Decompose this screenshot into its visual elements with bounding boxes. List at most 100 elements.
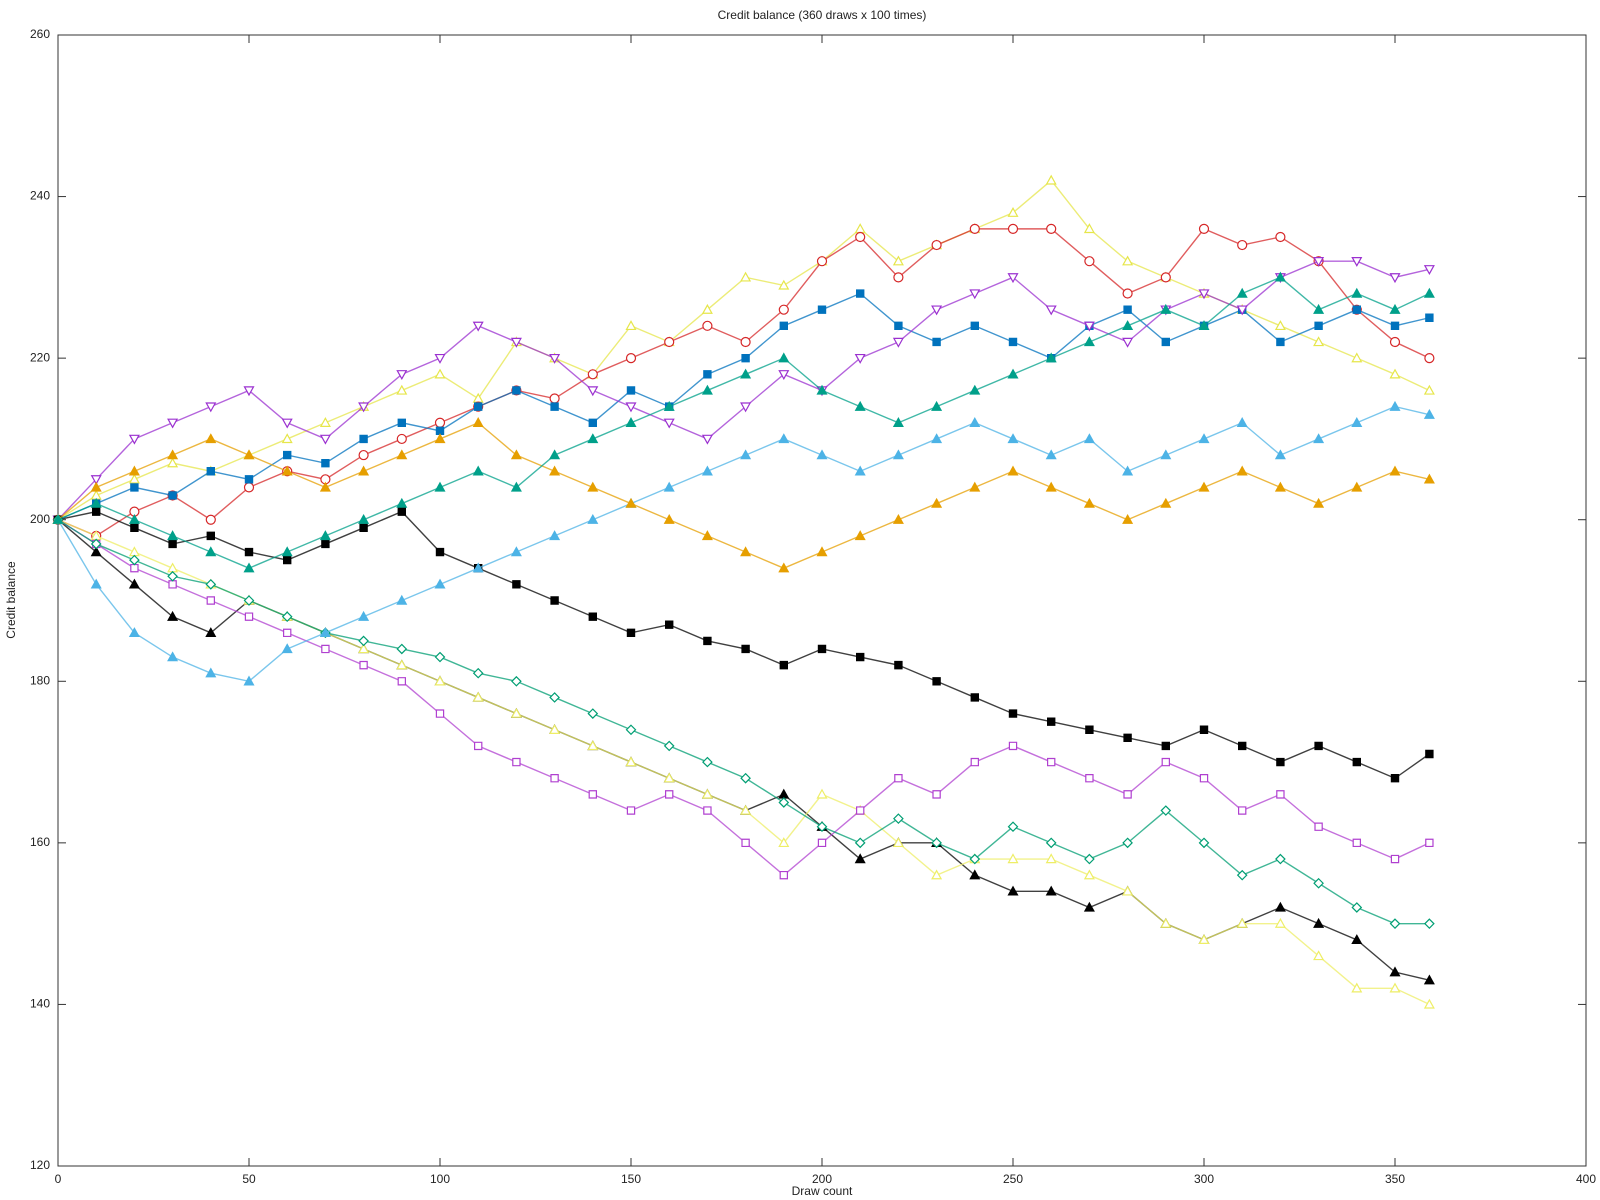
marker (665, 790, 674, 799)
marker (892, 513, 904, 524)
marker (205, 546, 217, 557)
marker (779, 660, 788, 670)
marker (701, 530, 713, 541)
x-tick-label: 300 (1194, 1172, 1214, 1186)
marker (703, 806, 712, 815)
marker (970, 321, 979, 331)
marker (740, 546, 752, 557)
marker (1423, 473, 1435, 484)
marker (1390, 321, 1400, 331)
marker (817, 644, 827, 654)
marker (205, 402, 217, 413)
marker (130, 563, 139, 573)
marker (90, 538, 102, 550)
marker (510, 481, 522, 492)
marker (396, 449, 408, 460)
marker (128, 465, 140, 476)
marker (778, 562, 790, 573)
marker (587, 708, 599, 719)
marker (472, 321, 484, 332)
marker (625, 353, 637, 364)
marker (1045, 885, 1057, 896)
marker (1007, 465, 1019, 476)
marker (1425, 749, 1434, 759)
marker (1423, 974, 1435, 985)
marker (1161, 757, 1170, 767)
marker (243, 595, 255, 606)
marker (1160, 303, 1172, 314)
marker (1123, 305, 1132, 314)
marker (434, 651, 446, 663)
marker (665, 620, 674, 629)
marker (1236, 305, 1248, 316)
marker (1352, 757, 1361, 767)
marker (1389, 368, 1401, 379)
marker (512, 386, 521, 395)
marker (358, 513, 370, 524)
marker (281, 643, 293, 654)
marker (205, 627, 217, 638)
marker (90, 578, 102, 589)
marker (625, 756, 637, 767)
marker (1238, 806, 1247, 815)
marker (359, 523, 368, 532)
marker (969, 869, 981, 880)
marker (281, 418, 293, 429)
marker (778, 279, 790, 290)
marker (625, 497, 637, 508)
marker (205, 578, 217, 590)
marker (1198, 934, 1210, 944)
y-tick-label: 240 (30, 189, 50, 203)
marker (129, 554, 140, 566)
marker (434, 353, 446, 364)
marker (1236, 917, 1248, 928)
marker (472, 562, 484, 573)
x-tick-label: 0 (55, 1172, 62, 1186)
marker (1084, 256, 1095, 267)
marker (206, 596, 215, 605)
marker (1160, 449, 1172, 460)
marker (549, 465, 561, 476)
marker (892, 255, 904, 266)
marker (1045, 853, 1057, 864)
marker (549, 724, 561, 734)
marker (932, 790, 941, 799)
marker (854, 530, 866, 541)
marker (244, 547, 254, 557)
marker (396, 370, 408, 381)
marker (359, 660, 368, 670)
marker (1237, 239, 1248, 251)
marker (1313, 336, 1325, 347)
y-tick-label: 260 (30, 27, 50, 41)
marker (1122, 320, 1134, 331)
marker (1007, 821, 1019, 833)
marker (1198, 223, 1210, 234)
marker (701, 465, 713, 476)
marker (434, 433, 446, 444)
marker (205, 433, 217, 444)
marker (549, 393, 560, 404)
marker (626, 628, 636, 638)
marker (701, 434, 713, 445)
marker (281, 433, 293, 444)
marker (587, 481, 599, 492)
marker (1389, 918, 1401, 929)
marker (1274, 917, 1286, 928)
marker (396, 433, 407, 445)
marker (319, 481, 331, 492)
marker (740, 772, 751, 784)
marker (1122, 337, 1134, 348)
marker (549, 692, 560, 703)
marker (358, 610, 370, 621)
y-tick-label: 160 (30, 835, 50, 849)
marker (816, 821, 828, 833)
marker (702, 756, 713, 768)
marker (167, 610, 179, 621)
marker (892, 417, 904, 427)
marker (1389, 273, 1401, 284)
marker (205, 667, 217, 678)
marker (587, 513, 599, 524)
marker (321, 458, 330, 468)
marker (778, 837, 790, 848)
